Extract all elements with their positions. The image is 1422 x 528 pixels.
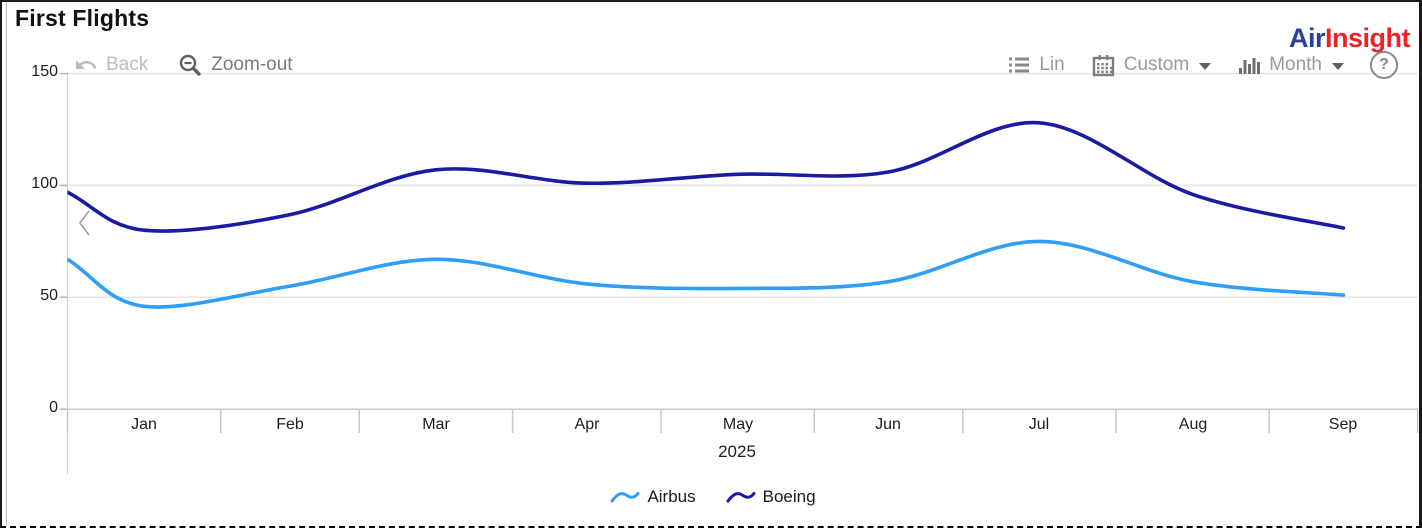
legend-label: Airbus — [647, 487, 696, 506]
y-tick-label: 0 — [49, 399, 58, 416]
chevron-down-icon — [1332, 62, 1344, 70]
boeing-line-swatch — [726, 492, 756, 503]
x-tick-label: Mar — [422, 416, 450, 433]
y-tick-label: 50 — [40, 287, 58, 304]
x-axis-year-label: 2025 — [718, 442, 756, 461]
page-title: First Flights — [15, 5, 150, 31]
y-tick-label: 100 — [31, 175, 58, 192]
toolbar-right: Lin Custom — [1007, 51, 1398, 79]
boeing-series-line[interactable] — [2, 120, 1346, 233]
axes — [60, 72, 1419, 474]
month-label: Month — [1269, 54, 1322, 75]
zoom-out-label: Zoom-out — [211, 54, 293, 75]
list-icon — [1007, 53, 1031, 77]
airbus-line-swatch — [610, 492, 640, 503]
x-tick-label: Feb — [276, 416, 304, 433]
back-label: Back — [106, 54, 149, 75]
logo-air: Air — [1288, 23, 1326, 53]
magnifier-minus-icon — [178, 53, 203, 78]
airinsight-logo: AirInsight — [1288, 23, 1411, 54]
column-chart-icon — [1237, 53, 1261, 77]
x-tick-label: Jun — [875, 416, 901, 433]
x-tick-label: Jan — [131, 416, 157, 433]
gridlines — [67, 72, 1418, 298]
help-button[interactable]: ? — [1370, 51, 1398, 79]
undo-arrow-icon — [74, 53, 98, 77]
x-tick-label: Apr — [574, 416, 600, 433]
question-mark-icon: ? — [1379, 56, 1389, 73]
x-tick-label: Sep — [1328, 416, 1358, 433]
legend-item-airbus[interactable]: Airbus — [610, 487, 696, 507]
zoom-out-button[interactable]: Zoom-out — [178, 51, 293, 79]
chart-legend: Airbus Boeing — [2, 487, 1419, 507]
lin-scale-button[interactable]: Lin — [1007, 51, 1065, 79]
y-tick-label: 150 — [31, 63, 58, 80]
toolbar-left: Back Zoom-out — [74, 51, 293, 79]
custom-range-dropdown[interactable]: Custom — [1091, 51, 1212, 79]
legend-label: Boeing — [762, 487, 816, 506]
x-tick-label: Aug — [1178, 416, 1208, 433]
custom-label: Custom — [1123, 54, 1190, 75]
chevron-down-icon — [1199, 62, 1212, 70]
pan-left-chevron[interactable] — [76, 208, 94, 243]
calendar-icon — [1091, 53, 1116, 78]
x-tick-label: Jul — [1028, 416, 1050, 433]
window-edge-hairline — [6, 2, 7, 526]
x-tick-label: May — [722, 416, 754, 433]
lin-label: Lin — [1039, 54, 1065, 75]
legend-item-boeing[interactable]: Boeing — [726, 487, 816, 507]
logo-insight: Insight — [1325, 23, 1411, 53]
back-button[interactable]: Back — [74, 51, 148, 79]
airbus-series-line[interactable] — [2, 212, 1346, 309]
month-grouping-dropdown[interactable]: Month — [1237, 51, 1344, 79]
